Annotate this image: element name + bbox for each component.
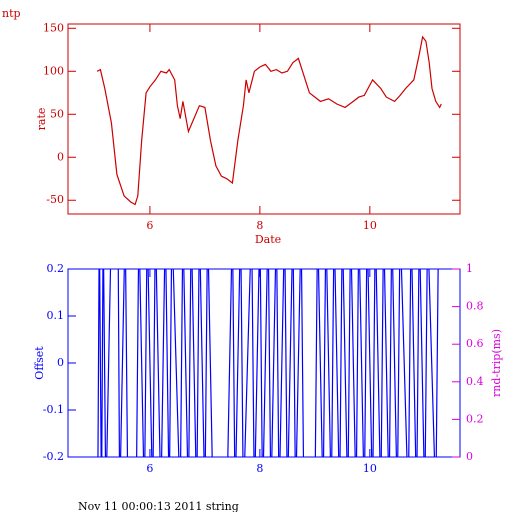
y-tick-label: 100 xyxy=(43,64,64,77)
y-axis-label: rate xyxy=(35,108,48,131)
y2-tick-label: 1 xyxy=(466,262,473,275)
y-tick-label: -0.1 xyxy=(43,403,64,416)
y-tick-label: 50 xyxy=(50,107,64,120)
y-tick-label: -50 xyxy=(46,193,64,206)
y2-tick-label: 0.2 xyxy=(466,412,484,425)
x-tick-label: 10 xyxy=(363,462,377,475)
y2-axis-label: rnd-trip(ms) xyxy=(490,329,503,397)
plot-frame xyxy=(67,23,461,215)
data-line xyxy=(96,35,442,206)
y-tick-label: 0.1 xyxy=(47,309,65,322)
y2-tick-label: 0.4 xyxy=(466,375,484,388)
y2-tick-label: 0.8 xyxy=(466,300,484,313)
x-tick-label: 10 xyxy=(363,219,377,232)
y-axis-label: Offset xyxy=(33,346,46,380)
y-tick-label: 0 xyxy=(57,150,64,163)
x-tick-label: 8 xyxy=(256,462,263,475)
chart-title: ntp xyxy=(2,7,21,20)
data-line xyxy=(97,269,439,457)
y2-tick-label: 0 xyxy=(466,450,473,463)
caption: Nov 11 00:00:13 2011 string xyxy=(78,500,239,512)
y2-tick-label: 0.6 xyxy=(466,337,484,350)
y-tick-label: -0.2 xyxy=(43,450,64,463)
x-tick-label: 6 xyxy=(146,219,153,232)
y-tick-label: 0.2 xyxy=(47,262,65,275)
y-tick-label: 150 xyxy=(43,21,64,34)
x-tick-label: 6 xyxy=(146,462,153,475)
x-axis-label: Date xyxy=(255,233,281,246)
y-tick-label: 0 xyxy=(57,356,64,369)
x-tick-label: 8 xyxy=(256,219,263,232)
